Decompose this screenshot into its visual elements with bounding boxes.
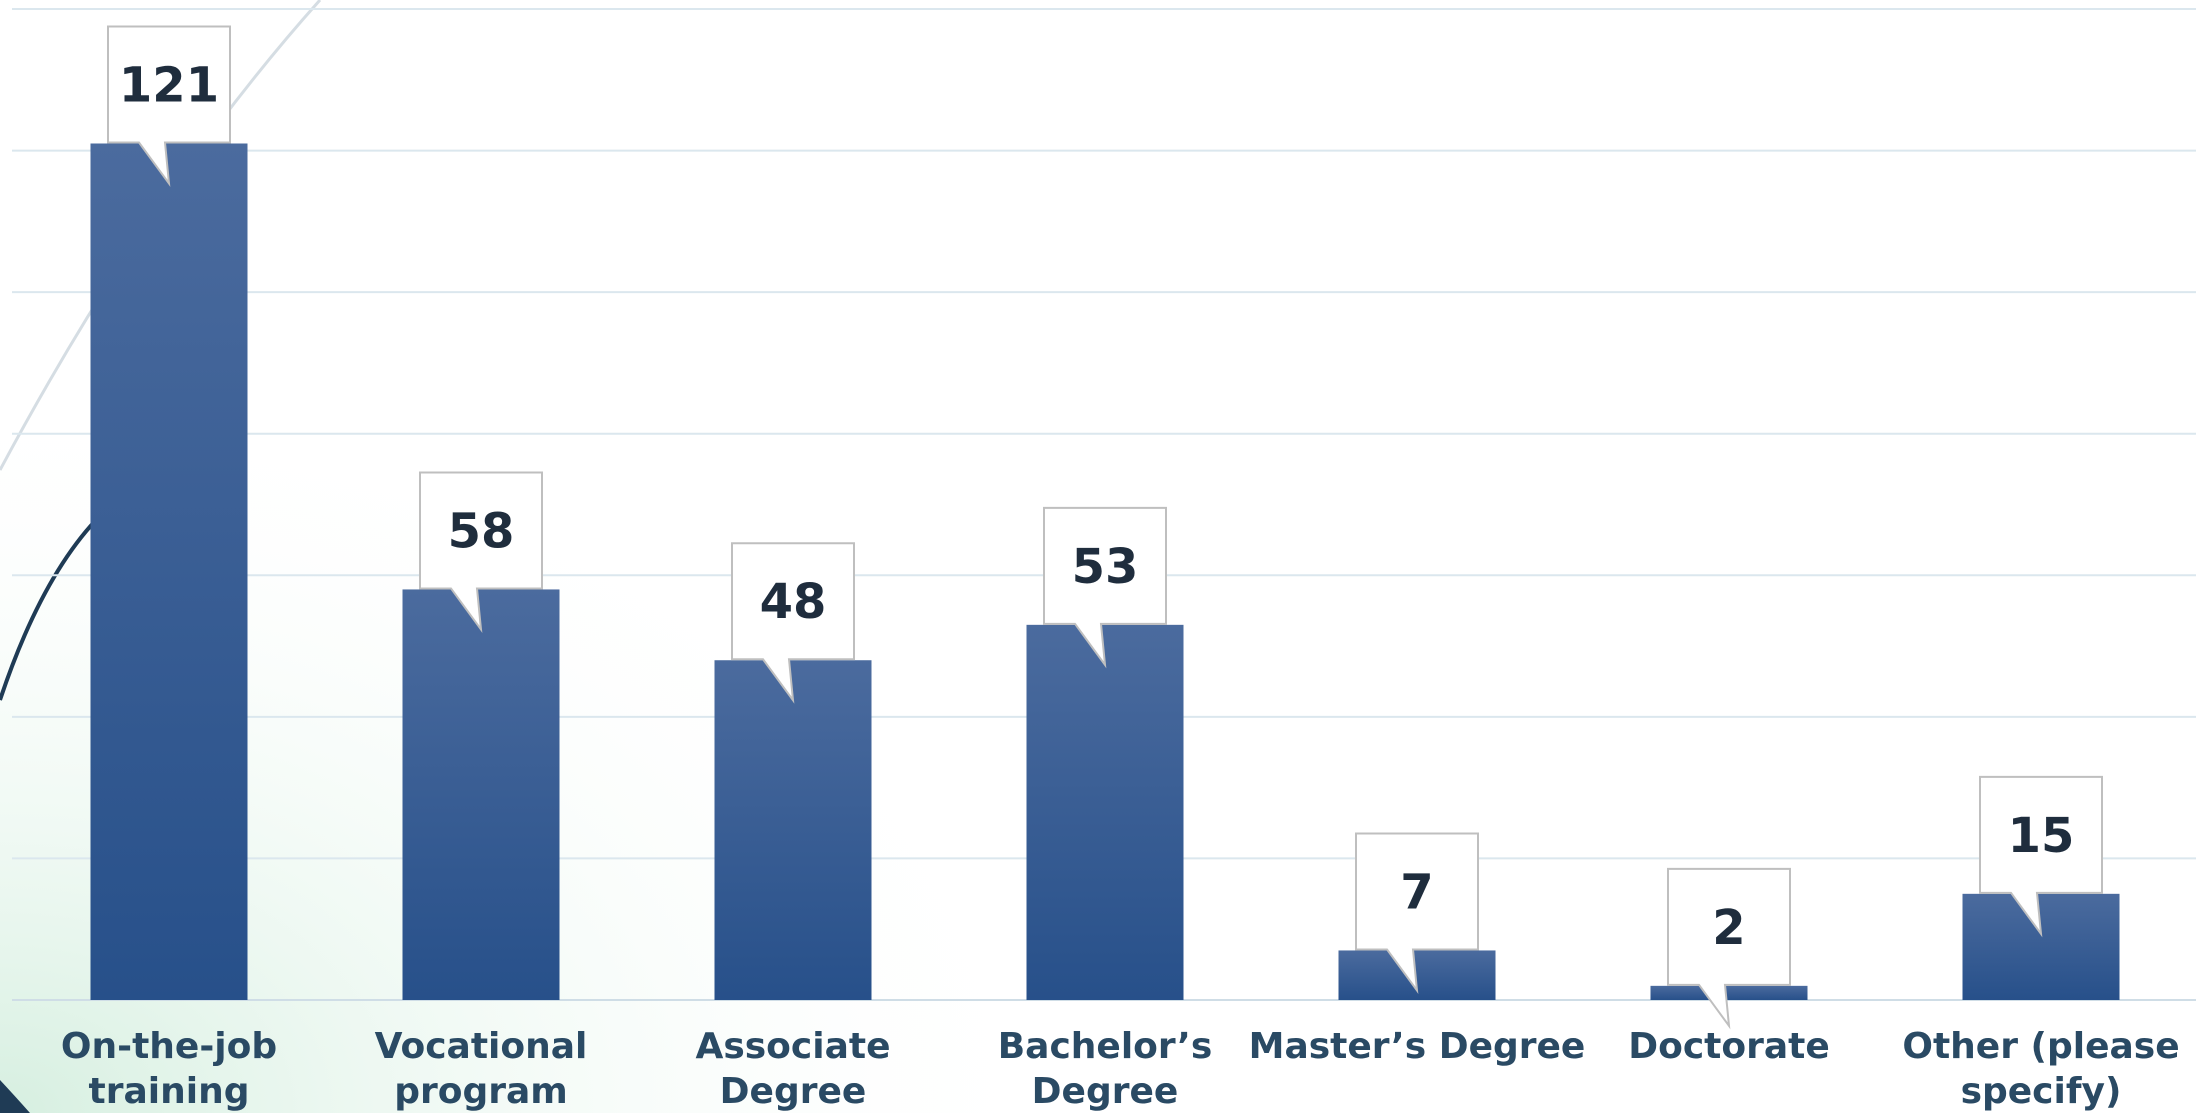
category-label-line: Vocational	[375, 1026, 588, 1067]
value-callout	[731, 542, 855, 704]
decor-arc-dark	[0, 518, 98, 701]
category-label-line: On-the-job	[61, 1026, 277, 1067]
category-label-line: Other (please	[1902, 1026, 2179, 1067]
category-label-line: Degree	[720, 1071, 867, 1112]
data-label: 121	[119, 57, 219, 113]
decor-corner	[0, 1080, 30, 1113]
category-label: Master’s Degree	[1249, 1026, 1586, 1067]
bar	[1026, 624, 1184, 1000]
category-label-line: Bachelor’s	[998, 1026, 1213, 1067]
data-label: 15	[2008, 808, 2075, 864]
category-label: Bachelor’s Degree	[998, 1026, 1213, 1112]
category-label: Vocational program	[375, 1026, 588, 1112]
bar	[402, 589, 560, 1000]
category-label: Associate Degree	[695, 1026, 890, 1112]
bar	[714, 660, 872, 1000]
value-callout	[1667, 867, 1791, 1030]
bar	[1650, 985, 1808, 1000]
category-label-line: Degree	[1032, 1071, 1179, 1112]
value-callout	[419, 471, 543, 633]
data-label: 2	[1712, 900, 1745, 956]
value-callout	[1355, 832, 1479, 994]
category-labels: On-the-job training Vocational program Assoc…	[61, 1026, 2180, 1112]
category-label-line: Doctorate	[1628, 1026, 1830, 1067]
data-callouts: 121 58 48 53 7 2 15	[107, 25, 2103, 1030]
bar	[90, 143, 248, 1000]
category-label-line: program	[394, 1071, 568, 1112]
value-callout	[107, 25, 231, 188]
category-label-line: specify)	[1961, 1071, 2122, 1112]
bar	[1962, 893, 2120, 1000]
category-label-line: Associate	[695, 1026, 890, 1067]
data-label: 58	[448, 503, 515, 559]
data-label: 7	[1400, 864, 1433, 920]
category-label-line: training	[89, 1071, 250, 1112]
category-label: Other (please specify)	[1902, 1026, 2179, 1112]
bars	[90, 143, 2120, 1000]
category-label: Doctorate	[1628, 1026, 1830, 1067]
bar	[1338, 950, 1496, 1000]
value-callout	[1043, 506, 1167, 669]
value-callout	[1979, 775, 2103, 938]
category-label: On-the-job training	[61, 1026, 277, 1112]
data-label: 48	[760, 574, 827, 630]
data-label: 53	[1072, 539, 1139, 595]
category-label-line: Master’s Degree	[1249, 1026, 1586, 1067]
